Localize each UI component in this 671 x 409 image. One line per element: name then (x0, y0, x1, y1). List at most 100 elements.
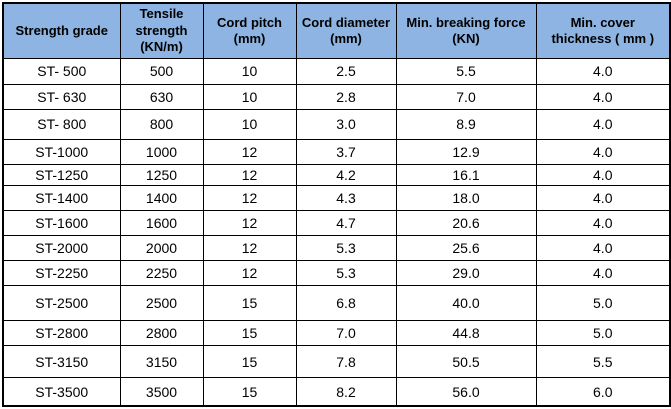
table-cell: 800 (119, 108, 204, 140)
table-cell: 12 (202, 209, 297, 236)
table-cell: ST- 630 (2, 83, 121, 110)
table-cell: 1000 (119, 138, 204, 165)
table-cell: 25.6 (395, 234, 537, 262)
table-cell: 6.0 (535, 377, 671, 407)
table-cell: 12 (202, 234, 297, 262)
table-cell: 4.0 (535, 108, 671, 140)
table-cell: 1400 (119, 184, 204, 211)
table-cell: 15 (202, 285, 297, 322)
table-row: ST-1250 1250 12 4.2 16.1 4.0 (2, 163, 671, 186)
table-cell: 4.0 (535, 184, 671, 211)
table-cell: ST-2250 (2, 259, 121, 287)
column-header-min-cover-thickness: Min. cover thickness ( mm ) (535, 2, 671, 59)
table-cell: ST-3150 (2, 345, 121, 379)
table-cell: 7.0 (395, 83, 537, 110)
table-cell: 10 (202, 83, 297, 110)
table-cell: 15 (202, 320, 297, 347)
table-cell: 15 (202, 345, 297, 379)
table-cell: 56.0 (395, 377, 537, 407)
table-cell: 3500 (119, 377, 204, 407)
table-cell: 4.3 (295, 184, 397, 211)
table-cell: ST-1000 (2, 138, 121, 165)
table-cell: 12 (202, 259, 297, 287)
table-row: ST- 500 500 10 2.5 5.5 4.0 (2, 57, 671, 85)
table-cell: 2000 (119, 234, 204, 262)
table-cell: 5.3 (295, 259, 397, 287)
table-cell: 40.0 (395, 285, 537, 322)
column-header-min-breaking-force: Min. breaking force (KN) (395, 2, 537, 59)
table-cell: 2.8 (295, 83, 397, 110)
table-cell: 16.1 (395, 163, 537, 186)
table-row: ST-1600 1600 12 4.7 20.6 4.0 (2, 209, 671, 236)
column-header-cord-diameter: Cord diameter (mm) (295, 2, 397, 59)
table-header: Strength grade Tensile strength (KN/m) C… (2, 2, 671, 59)
table-cell: 12 (202, 138, 297, 165)
column-header-tensile-strength: Tensile strength (KN/m) (119, 2, 204, 59)
table-row: ST-2000 2000 12 5.3 25.6 4.0 (2, 234, 671, 262)
table-cell: 2800 (119, 320, 204, 347)
table-cell: 18.0 (395, 184, 537, 211)
table-cell: 4.2 (295, 163, 397, 186)
table-cell: 4.0 (535, 163, 671, 186)
table-cell: ST-1600 (2, 209, 121, 236)
table-cell: 50.5 (395, 345, 537, 379)
table-row: ST-3500 3500 15 8.2 56.0 6.0 (2, 377, 671, 407)
table-row: ST-1000 1000 12 3.7 12.9 4.0 (2, 138, 671, 165)
table-row: ST- 800 800 10 3.0 8.9 4.0 (2, 108, 671, 140)
table-cell: ST-2800 (2, 320, 121, 347)
table-cell: 4.0 (535, 259, 671, 287)
table-cell: 10 (202, 108, 297, 140)
table-cell: 3.7 (295, 138, 397, 165)
table-cell: ST-3500 (2, 377, 121, 407)
table-row: ST-2800 2800 15 7.0 44.8 5.0 (2, 320, 671, 347)
table-cell: 8.2 (295, 377, 397, 407)
table-cell: 20.6 (395, 209, 537, 236)
table-cell: ST-2500 (2, 285, 121, 322)
table-cell: 4.7 (295, 209, 397, 236)
table-cell: ST-2000 (2, 234, 121, 262)
table-row: ST-2500 2500 15 6.8 40.0 5.0 (2, 285, 671, 322)
table-header-row: Strength grade Tensile strength (KN/m) C… (2, 2, 671, 59)
table-cell: 1250 (119, 163, 204, 186)
table-cell: 5.0 (535, 320, 671, 347)
table-cell: 3150 (119, 345, 204, 379)
table-cell: 15 (202, 377, 297, 407)
table-cell: 3.0 (295, 108, 397, 140)
table-row: ST-2250 2250 12 5.3 29.0 4.0 (2, 259, 671, 287)
table-cell: 4.0 (535, 234, 671, 262)
table-cell: 4.0 (535, 138, 671, 165)
table-cell: 500 (119, 57, 204, 85)
table-cell: 7.0 (295, 320, 397, 347)
table-cell: 7.8 (295, 345, 397, 379)
table-cell: 5.0 (535, 285, 671, 322)
table-cell: 8.9 (395, 108, 537, 140)
table-cell: 5.5 (535, 345, 671, 379)
table-cell: ST-1250 (2, 163, 121, 186)
table-cell: 44.8 (395, 320, 537, 347)
table-cell: 2.5 (295, 57, 397, 85)
table-cell: 12 (202, 184, 297, 211)
table-cell: 29.0 (395, 259, 537, 287)
table-row: ST- 630 630 10 2.8 7.0 4.0 (2, 83, 671, 110)
table-cell: 5.5 (395, 57, 537, 85)
table-body: ST- 500 500 10 2.5 5.5 4.0 ST- 630 630 10 2.8 7.0 4… (2, 57, 671, 407)
table-cell: 4.0 (535, 209, 671, 236)
column-header-strength-grade: Strength grade (2, 2, 121, 59)
table-cell: 4.0 (535, 83, 671, 110)
table-cell: 2250 (119, 259, 204, 287)
table-cell: 5.3 (295, 234, 397, 262)
table-cell: 2500 (119, 285, 204, 322)
table-cell: ST- 800 (2, 108, 121, 140)
table-cell: 4.0 (535, 57, 671, 85)
table-cell: 12.9 (395, 138, 537, 165)
table-cell: ST- 500 (2, 57, 121, 85)
table-cell: 630 (119, 83, 204, 110)
table-cell: 12 (202, 163, 297, 186)
column-header-cord-pitch: Cord pitch (mm) (202, 2, 297, 59)
table-cell: 10 (202, 57, 297, 85)
table-cell: 1600 (119, 209, 204, 236)
table-cell: 6.8 (295, 285, 397, 322)
table-row: ST-3150 3150 15 7.8 50.5 5.5 (2, 345, 671, 379)
